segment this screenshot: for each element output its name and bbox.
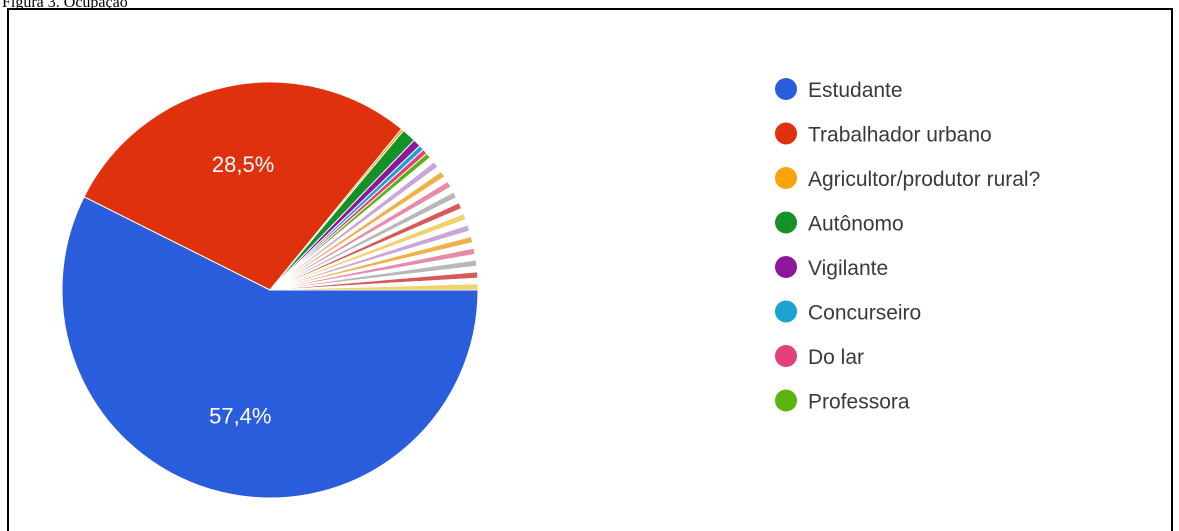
pie-slice-labels: 57,4% 28,5% <box>209 152 274 429</box>
slice-percent-label: 57,4% <box>209 404 271 429</box>
legend-swatch <box>775 167 797 189</box>
legend-label: Estudante <box>808 79 903 102</box>
legend-swatch <box>775 256 797 278</box>
legend-item: Trabalhador urbano <box>775 122 992 147</box>
legend-item: Vigilante <box>775 256 888 280</box>
pie-slices <box>61 81 479 499</box>
legend-swatch <box>775 300 797 323</box>
legend-item: Concurseiro <box>775 300 921 325</box>
legend-item: Autônomo <box>775 211 904 236</box>
legend-swatch <box>775 211 797 234</box>
chart-legend: Estudante Trabalhador urbano Agricultor/pr… <box>775 78 1040 414</box>
legend-swatch <box>775 122 797 145</box>
slice-percent-label: 28,5% <box>212 152 274 177</box>
legend-label: Autônomo <box>808 213 904 236</box>
legend-swatch <box>775 78 797 100</box>
figure-caption: Figura 3. Ocupação <box>2 0 128 11</box>
legend-item: Do lar <box>775 345 864 369</box>
legend-item: Estudante <box>775 78 903 102</box>
legend-label: Professora <box>808 391 910 414</box>
legend-label: Do lar <box>808 346 864 369</box>
legend-swatch <box>775 389 797 412</box>
legend-item: Professora <box>775 389 910 414</box>
legend-label: Trabalhador urbano <box>808 124 992 147</box>
legend-label: Agricultor/produtor rural? <box>808 168 1040 191</box>
legend-label: Concurseiro <box>808 302 921 325</box>
pie-slice-minor <box>269 283 479 291</box>
legend-swatch <box>775 345 797 367</box>
legend-label: Vigilante <box>808 257 888 280</box>
pie-slice-estudante <box>61 196 479 499</box>
pie-slice-trabalhador-urbano <box>83 81 403 291</box>
legend-item: Agricultor/produtor rural? <box>775 167 1040 191</box>
